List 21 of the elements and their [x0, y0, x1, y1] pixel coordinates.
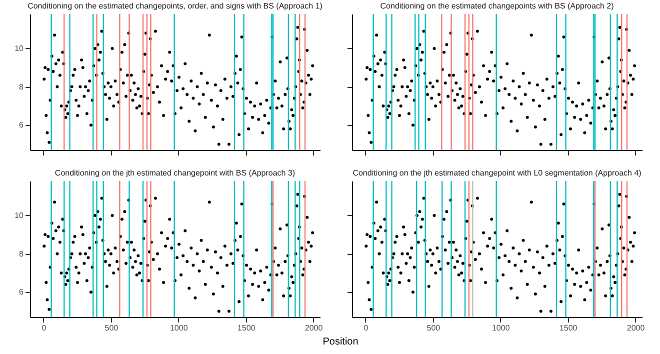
- x-axis-title: Position: [322, 336, 358, 348]
- y-tick-label: 10: [14, 210, 24, 220]
- chart-title: Conditioning on the estimated changepoints, order, and signs with BS (Approach 1): [28, 1, 323, 10]
- x-tick-label: 1500: [559, 324, 578, 332]
- x-tick-label: 1000: [170, 324, 188, 332]
- y-tick-label: 8: [19, 249, 24, 258]
- chart-title: Conditioning on the jth estimated changepoint with L0 segmentation (Approach 4): [352, 168, 642, 178]
- x-tick-label: 0: [364, 324, 369, 332]
- y-tick-label: 6: [19, 120, 24, 130]
- y-tick-label: 8: [19, 82, 24, 92]
- x-tick-label: 1500: [237, 324, 256, 332]
- x-tick-label: 0: [42, 324, 47, 332]
- x-tick-label: 2000: [304, 324, 324, 332]
- y-tick-label: 10: [14, 44, 24, 53]
- chart-title: Conditioning on the estimated changepoints with BS (Approach 2): [380, 1, 614, 10]
- chart-title: Conditioning on the jth estimated changepoint with BS (Approach 3): [54, 168, 296, 178]
- x-tick-label: 500: [104, 324, 119, 332]
- x-tick-label: 500: [426, 324, 441, 332]
- x-tick-label: 1000: [492, 324, 510, 332]
- y-tick-label: 6: [19, 288, 24, 297]
- x-tick-label: 2000: [626, 324, 646, 332]
